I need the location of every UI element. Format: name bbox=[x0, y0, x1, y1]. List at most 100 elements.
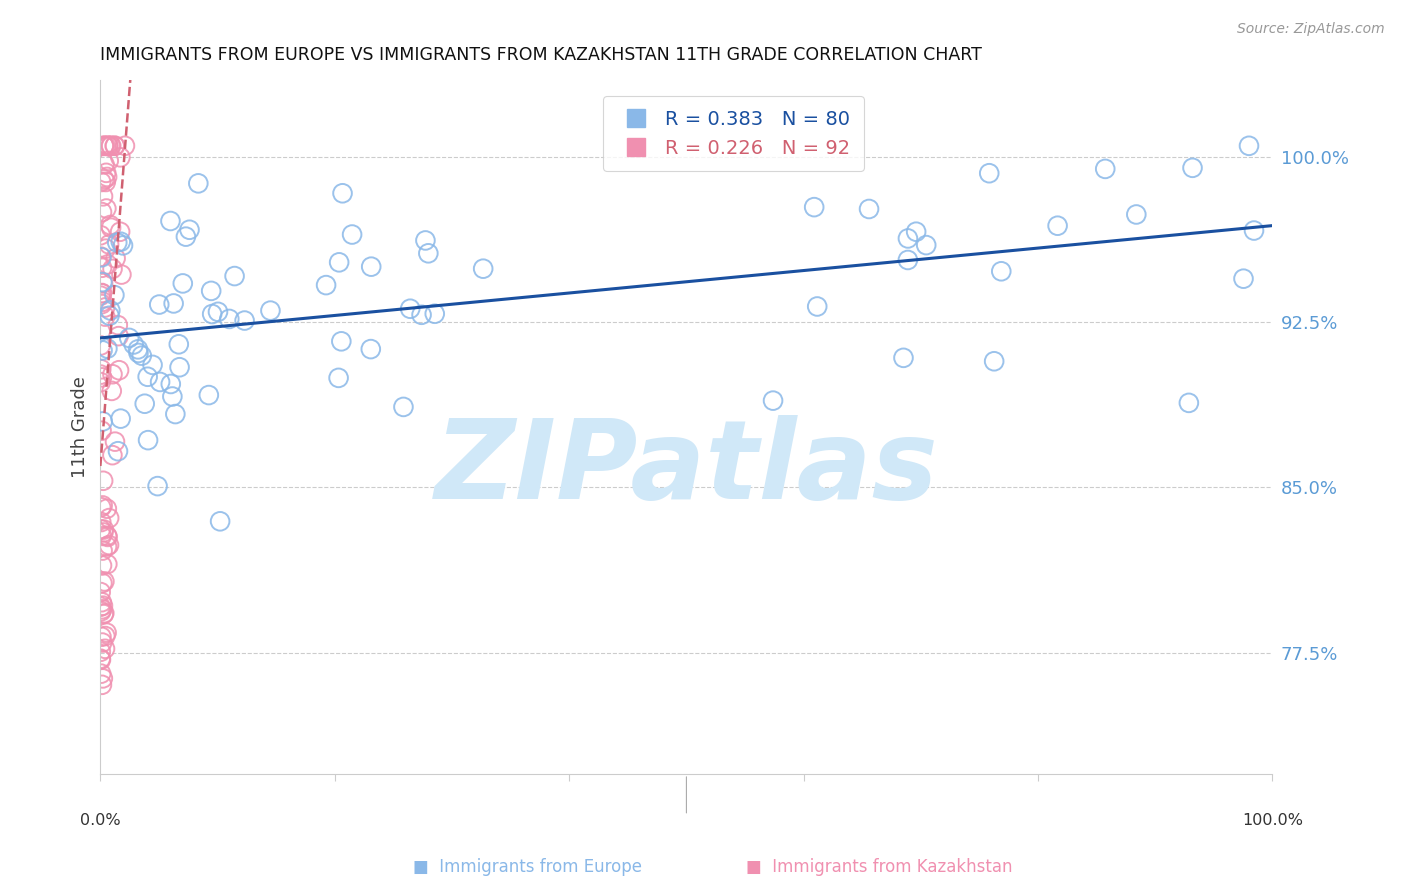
Point bbox=[174, 229, 197, 244]
Point bbox=[108, 363, 131, 377]
Point bbox=[100, 138, 122, 153]
Point bbox=[96, 166, 118, 180]
Point bbox=[110, 268, 132, 282]
Point bbox=[905, 225, 928, 239]
Point bbox=[96, 529, 118, 543]
Legend: R = 0.383   N = 80, R = 0.226   N = 92: R = 0.383 N = 80, R = 0.226 N = 92 bbox=[603, 96, 863, 171]
Point bbox=[90, 522, 112, 536]
Point bbox=[90, 515, 112, 529]
Point bbox=[91, 343, 114, 358]
Point bbox=[110, 150, 132, 164]
Point bbox=[110, 411, 132, 425]
Point bbox=[90, 338, 112, 352]
Point bbox=[148, 297, 170, 311]
Point bbox=[159, 214, 181, 228]
Point bbox=[100, 220, 122, 235]
Point bbox=[91, 602, 114, 616]
Point bbox=[91, 599, 114, 613]
Point bbox=[104, 138, 127, 153]
Point bbox=[259, 303, 281, 318]
Point bbox=[1046, 219, 1069, 233]
Point bbox=[200, 284, 222, 298]
Point bbox=[97, 138, 120, 153]
Point bbox=[100, 138, 122, 153]
Point bbox=[90, 289, 112, 303]
Point bbox=[90, 630, 112, 644]
Point bbox=[90, 645, 112, 659]
Point bbox=[101, 368, 124, 382]
Point bbox=[146, 479, 169, 493]
Point bbox=[91, 543, 114, 558]
Text: 0.0%: 0.0% bbox=[80, 813, 121, 828]
Point bbox=[90, 375, 112, 389]
Point bbox=[340, 227, 363, 242]
Point bbox=[1232, 271, 1254, 285]
Point bbox=[100, 384, 122, 398]
Point bbox=[136, 433, 159, 447]
Point bbox=[159, 376, 181, 391]
Point bbox=[103, 288, 125, 302]
Point bbox=[167, 337, 190, 351]
Point bbox=[94, 629, 117, 643]
Point bbox=[165, 407, 187, 421]
Point bbox=[93, 525, 115, 540]
Point bbox=[94, 301, 117, 315]
Point bbox=[411, 308, 433, 322]
Point bbox=[90, 653, 112, 667]
Point bbox=[108, 225, 131, 239]
Point bbox=[91, 286, 114, 301]
Point bbox=[93, 138, 115, 153]
Point bbox=[392, 400, 415, 414]
Point bbox=[207, 305, 229, 319]
Point bbox=[131, 349, 153, 363]
Point bbox=[1181, 161, 1204, 175]
Point bbox=[360, 260, 382, 274]
Point bbox=[97, 138, 120, 153]
Text: Source: ZipAtlas.com: Source: ZipAtlas.com bbox=[1237, 22, 1385, 37]
Point bbox=[149, 375, 172, 389]
Point bbox=[93, 157, 115, 171]
Point bbox=[330, 334, 353, 349]
Point bbox=[97, 530, 120, 544]
Point bbox=[415, 234, 437, 248]
Point bbox=[111, 238, 134, 252]
Point bbox=[97, 153, 120, 168]
Point bbox=[91, 678, 114, 692]
Point bbox=[93, 138, 115, 153]
Point bbox=[315, 278, 337, 293]
Point bbox=[97, 257, 120, 271]
Point bbox=[142, 358, 165, 372]
Point bbox=[198, 388, 221, 402]
Point bbox=[90, 500, 112, 515]
Point bbox=[418, 246, 440, 260]
Point bbox=[172, 277, 194, 291]
Point bbox=[360, 342, 382, 356]
Point bbox=[423, 307, 446, 321]
Point bbox=[91, 294, 114, 309]
Point bbox=[93, 172, 115, 186]
Point bbox=[107, 329, 129, 343]
Point bbox=[209, 514, 232, 528]
Text: ■  Immigrants from Kazakhstan: ■ Immigrants from Kazakhstan bbox=[745, 858, 1012, 876]
Point bbox=[472, 261, 495, 276]
Point bbox=[328, 255, 350, 269]
Point bbox=[90, 370, 112, 384]
Point bbox=[94, 310, 117, 324]
Point bbox=[96, 202, 118, 216]
Point bbox=[90, 175, 112, 189]
Point bbox=[93, 606, 115, 620]
Point bbox=[91, 474, 114, 488]
Point bbox=[90, 424, 112, 438]
Point bbox=[107, 444, 129, 458]
Point bbox=[90, 286, 112, 301]
Point bbox=[90, 368, 112, 382]
Point bbox=[107, 318, 129, 332]
Point bbox=[105, 235, 128, 250]
Point bbox=[179, 223, 201, 237]
Point bbox=[897, 231, 920, 245]
Point bbox=[332, 186, 354, 201]
Point bbox=[90, 599, 112, 614]
Point bbox=[803, 200, 825, 214]
Text: ■  Immigrants from Europe: ■ Immigrants from Europe bbox=[413, 858, 641, 876]
Point bbox=[98, 309, 121, 323]
